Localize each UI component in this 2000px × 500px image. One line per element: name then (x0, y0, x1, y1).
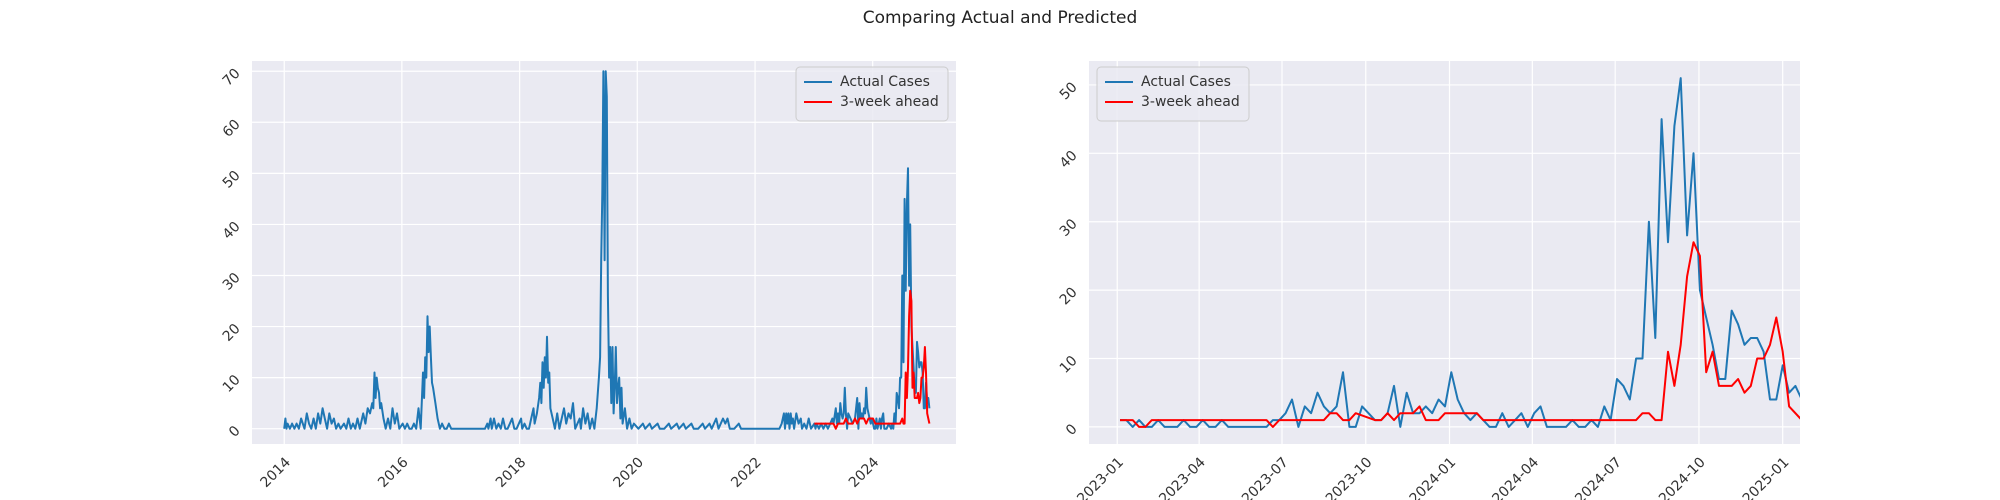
y-tick-label: 40 (220, 219, 244, 243)
y-tick-label: 20 (220, 321, 244, 345)
y-tick-label: 0 (226, 423, 244, 441)
legend-label: 3-week ahead (840, 94, 939, 110)
series-line-3-week-ahead (814, 289, 931, 430)
legend: Actual Cases 3-week ahead (795, 66, 949, 122)
x-tick-label: 2014 (257, 454, 294, 491)
x-tick-label: 2018 (493, 454, 530, 491)
series-line-actual-cases (283, 70, 931, 430)
y-tick-label: 70 (220, 66, 244, 90)
y-tick-label: 10 (220, 372, 244, 396)
y-tick-label: 30 (220, 270, 244, 294)
x-tick-label: 2016 (375, 454, 412, 491)
x-tick-label: 2024 (846, 454, 883, 491)
y-tick-label: 60 (220, 117, 244, 141)
y-tick-label: 50 (220, 168, 244, 192)
figure-title: Comparing Actual and Predicted (862, 8, 1138, 28)
x-tick-label: 2020 (611, 454, 648, 491)
x-tick-label: 2022 (728, 454, 765, 491)
legend-label: Actual Cases (840, 74, 930, 90)
legend-box (795, 66, 949, 122)
